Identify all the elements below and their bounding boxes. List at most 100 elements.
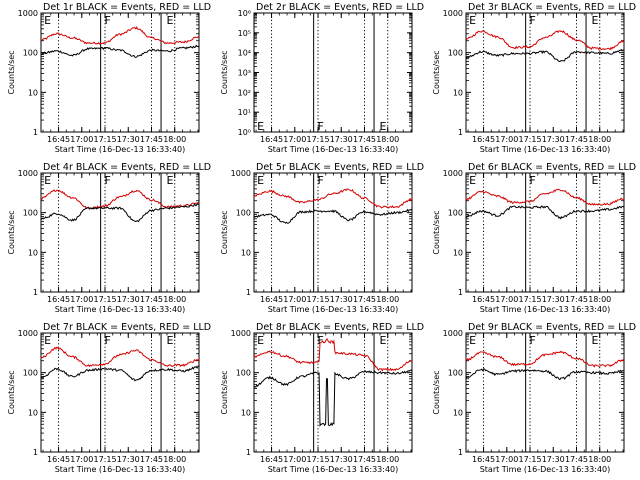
x-tick-label: 17:45 <box>140 295 163 304</box>
x-axis-label: Start Time (16-Dec-13 16:33:40) <box>55 465 186 474</box>
series-lld <box>465 30 625 51</box>
x-tick-label: 18:00 <box>376 455 399 464</box>
region-label: E <box>44 14 51 27</box>
plot-frame <box>253 172 413 293</box>
plot-frame <box>253 12 413 133</box>
series-events <box>40 203 200 223</box>
y-axis-label: Counts/sec <box>220 210 229 254</box>
x-tick-label: 16:45 <box>472 295 495 304</box>
y-tick-label: 1000 <box>231 169 251 178</box>
y-axis-label: Counts/sec <box>7 50 16 94</box>
y-tick-label: 10 <box>453 248 463 257</box>
x-axis-label: Start Time (16-Dec-13 16:33:40) <box>55 305 186 314</box>
y-tick-label: 1000 <box>443 329 463 338</box>
y-axis-label: Counts/sec <box>432 50 441 94</box>
x-tick-label: 17:00 <box>283 135 306 144</box>
y-tick-label: 1000 <box>443 169 463 178</box>
y-tick-label: 1000 <box>18 9 38 18</box>
x-tick-label: 17:45 <box>140 455 163 464</box>
x-tick-label: 18:00 <box>163 295 186 304</box>
plot-frame <box>40 172 200 293</box>
x-tick-label: 17:15 <box>306 135 329 144</box>
series-lld <box>40 346 200 368</box>
series-lld <box>465 350 625 368</box>
x-axis-label: Start Time (16-Dec-13 16:33:40) <box>268 145 399 154</box>
y-tick-label: 10 <box>453 408 463 417</box>
y-tick-label: 100 <box>23 209 38 218</box>
x-tick-label: 16:45 <box>47 455 70 464</box>
region-label: E <box>257 120 264 133</box>
y-tick-label: 10 <box>28 88 38 97</box>
panel-title: Det 8r BLACK = Events, RED = LLD <box>256 322 424 333</box>
x-tick-label: 16:45 <box>260 295 283 304</box>
region-label: E <box>591 14 598 27</box>
y-tick-label: 1 <box>458 448 463 457</box>
x-tick-label: 16:45 <box>47 135 70 144</box>
region-label: E <box>379 120 386 133</box>
region-label: F <box>530 174 536 187</box>
y-tick-label: 10 <box>241 248 251 257</box>
region-label: F <box>105 174 111 187</box>
region-label: E <box>44 334 51 347</box>
region-label: E <box>379 174 386 187</box>
panel-title: Det 2r BLACK = Events, RED = LLD <box>256 2 424 13</box>
y-tick-label: 100 <box>448 49 463 58</box>
series-events <box>40 44 200 59</box>
y-tick-label: 10³ <box>238 69 251 78</box>
x-tick-label: 18:00 <box>163 135 186 144</box>
panel-8: Det 8r BLACK = Events, RED = LLD 1 10 100 10… <box>220 322 424 474</box>
panel-9: Det 9r BLACK = Events, RED = LLD 1 10 100 10… <box>432 322 636 474</box>
y-tick-label: 1 <box>33 448 38 457</box>
x-tick-label: 16:45 <box>472 135 495 144</box>
panel-title: Det 5r BLACK = Events, RED = LLD <box>256 162 424 173</box>
x-tick-label: 17:00 <box>495 295 518 304</box>
region-label: F <box>318 174 324 187</box>
x-axis-label: Start Time (16-Dec-13 16:33:40) <box>480 145 611 154</box>
x-tick-label: 17:15 <box>306 295 329 304</box>
region-label: F <box>105 14 111 27</box>
region-label: E <box>166 334 173 347</box>
x-tick-label: 18:00 <box>163 455 186 464</box>
y-tick-label: 10⁶ <box>238 9 251 18</box>
series-events <box>465 205 625 220</box>
y-tick-label: 10² <box>238 88 251 97</box>
panel-3: Det 3r BLACK = Events, RED = LLD 1 10 100 10… <box>432 2 636 154</box>
y-tick-label: 1 <box>33 128 38 137</box>
series-lld <box>40 26 200 45</box>
plot-frame <box>40 12 200 133</box>
plot-frame <box>465 332 625 453</box>
plot-frame <box>40 332 200 453</box>
y-tick-label: 1000 <box>18 169 38 178</box>
panel-6: Det 6r BLACK = Events, RED = LLD 1 10 100 10… <box>432 162 636 314</box>
region-label: E <box>591 174 598 187</box>
x-axis-label: Start Time (16-Dec-13 16:33:40) <box>55 145 186 154</box>
x-tick-label: 17:30 <box>330 295 353 304</box>
y-tick-label: 1000 <box>443 9 463 18</box>
region-label: E <box>257 334 264 347</box>
panel-5: Det 5r BLACK = Events, RED = LLD 1 10 100 10… <box>220 162 424 314</box>
x-tick-label: 17:15 <box>518 295 541 304</box>
panel-4: Det 4r BLACK = Events, RED = LLD 1 10 100 10… <box>7 162 211 314</box>
panel-title: Det 9r BLACK = Events, RED = LLD <box>468 322 636 333</box>
plot-frame <box>465 172 625 293</box>
x-tick-label: 16:45 <box>260 135 283 144</box>
x-tick-label: 16:45 <box>472 455 495 464</box>
x-tick-label: 17:15 <box>93 135 116 144</box>
series-lld <box>465 188 625 206</box>
x-tick-label: 16:45 <box>47 295 70 304</box>
x-tick-label: 17:30 <box>117 135 140 144</box>
x-tick-label: 17:30 <box>330 135 353 144</box>
y-tick-label: 100 <box>23 49 38 58</box>
region-label: F <box>318 120 324 133</box>
x-tick-label: 16:45 <box>260 455 283 464</box>
y-tick-label: 1 <box>458 128 463 137</box>
y-tick-label: 100 <box>236 209 251 218</box>
x-tick-label: 17:15 <box>518 135 541 144</box>
y-tick-label: 1000 <box>18 329 38 338</box>
y-axis-label: Counts/sec <box>432 210 441 254</box>
y-tick-label: 100 <box>236 369 251 378</box>
x-tick-label: 17:15 <box>518 455 541 464</box>
panel-1: Det 1r BLACK = Events, RED = LLD 1 10 100 10… <box>7 2 211 154</box>
x-tick-label: 17:15 <box>306 455 329 464</box>
